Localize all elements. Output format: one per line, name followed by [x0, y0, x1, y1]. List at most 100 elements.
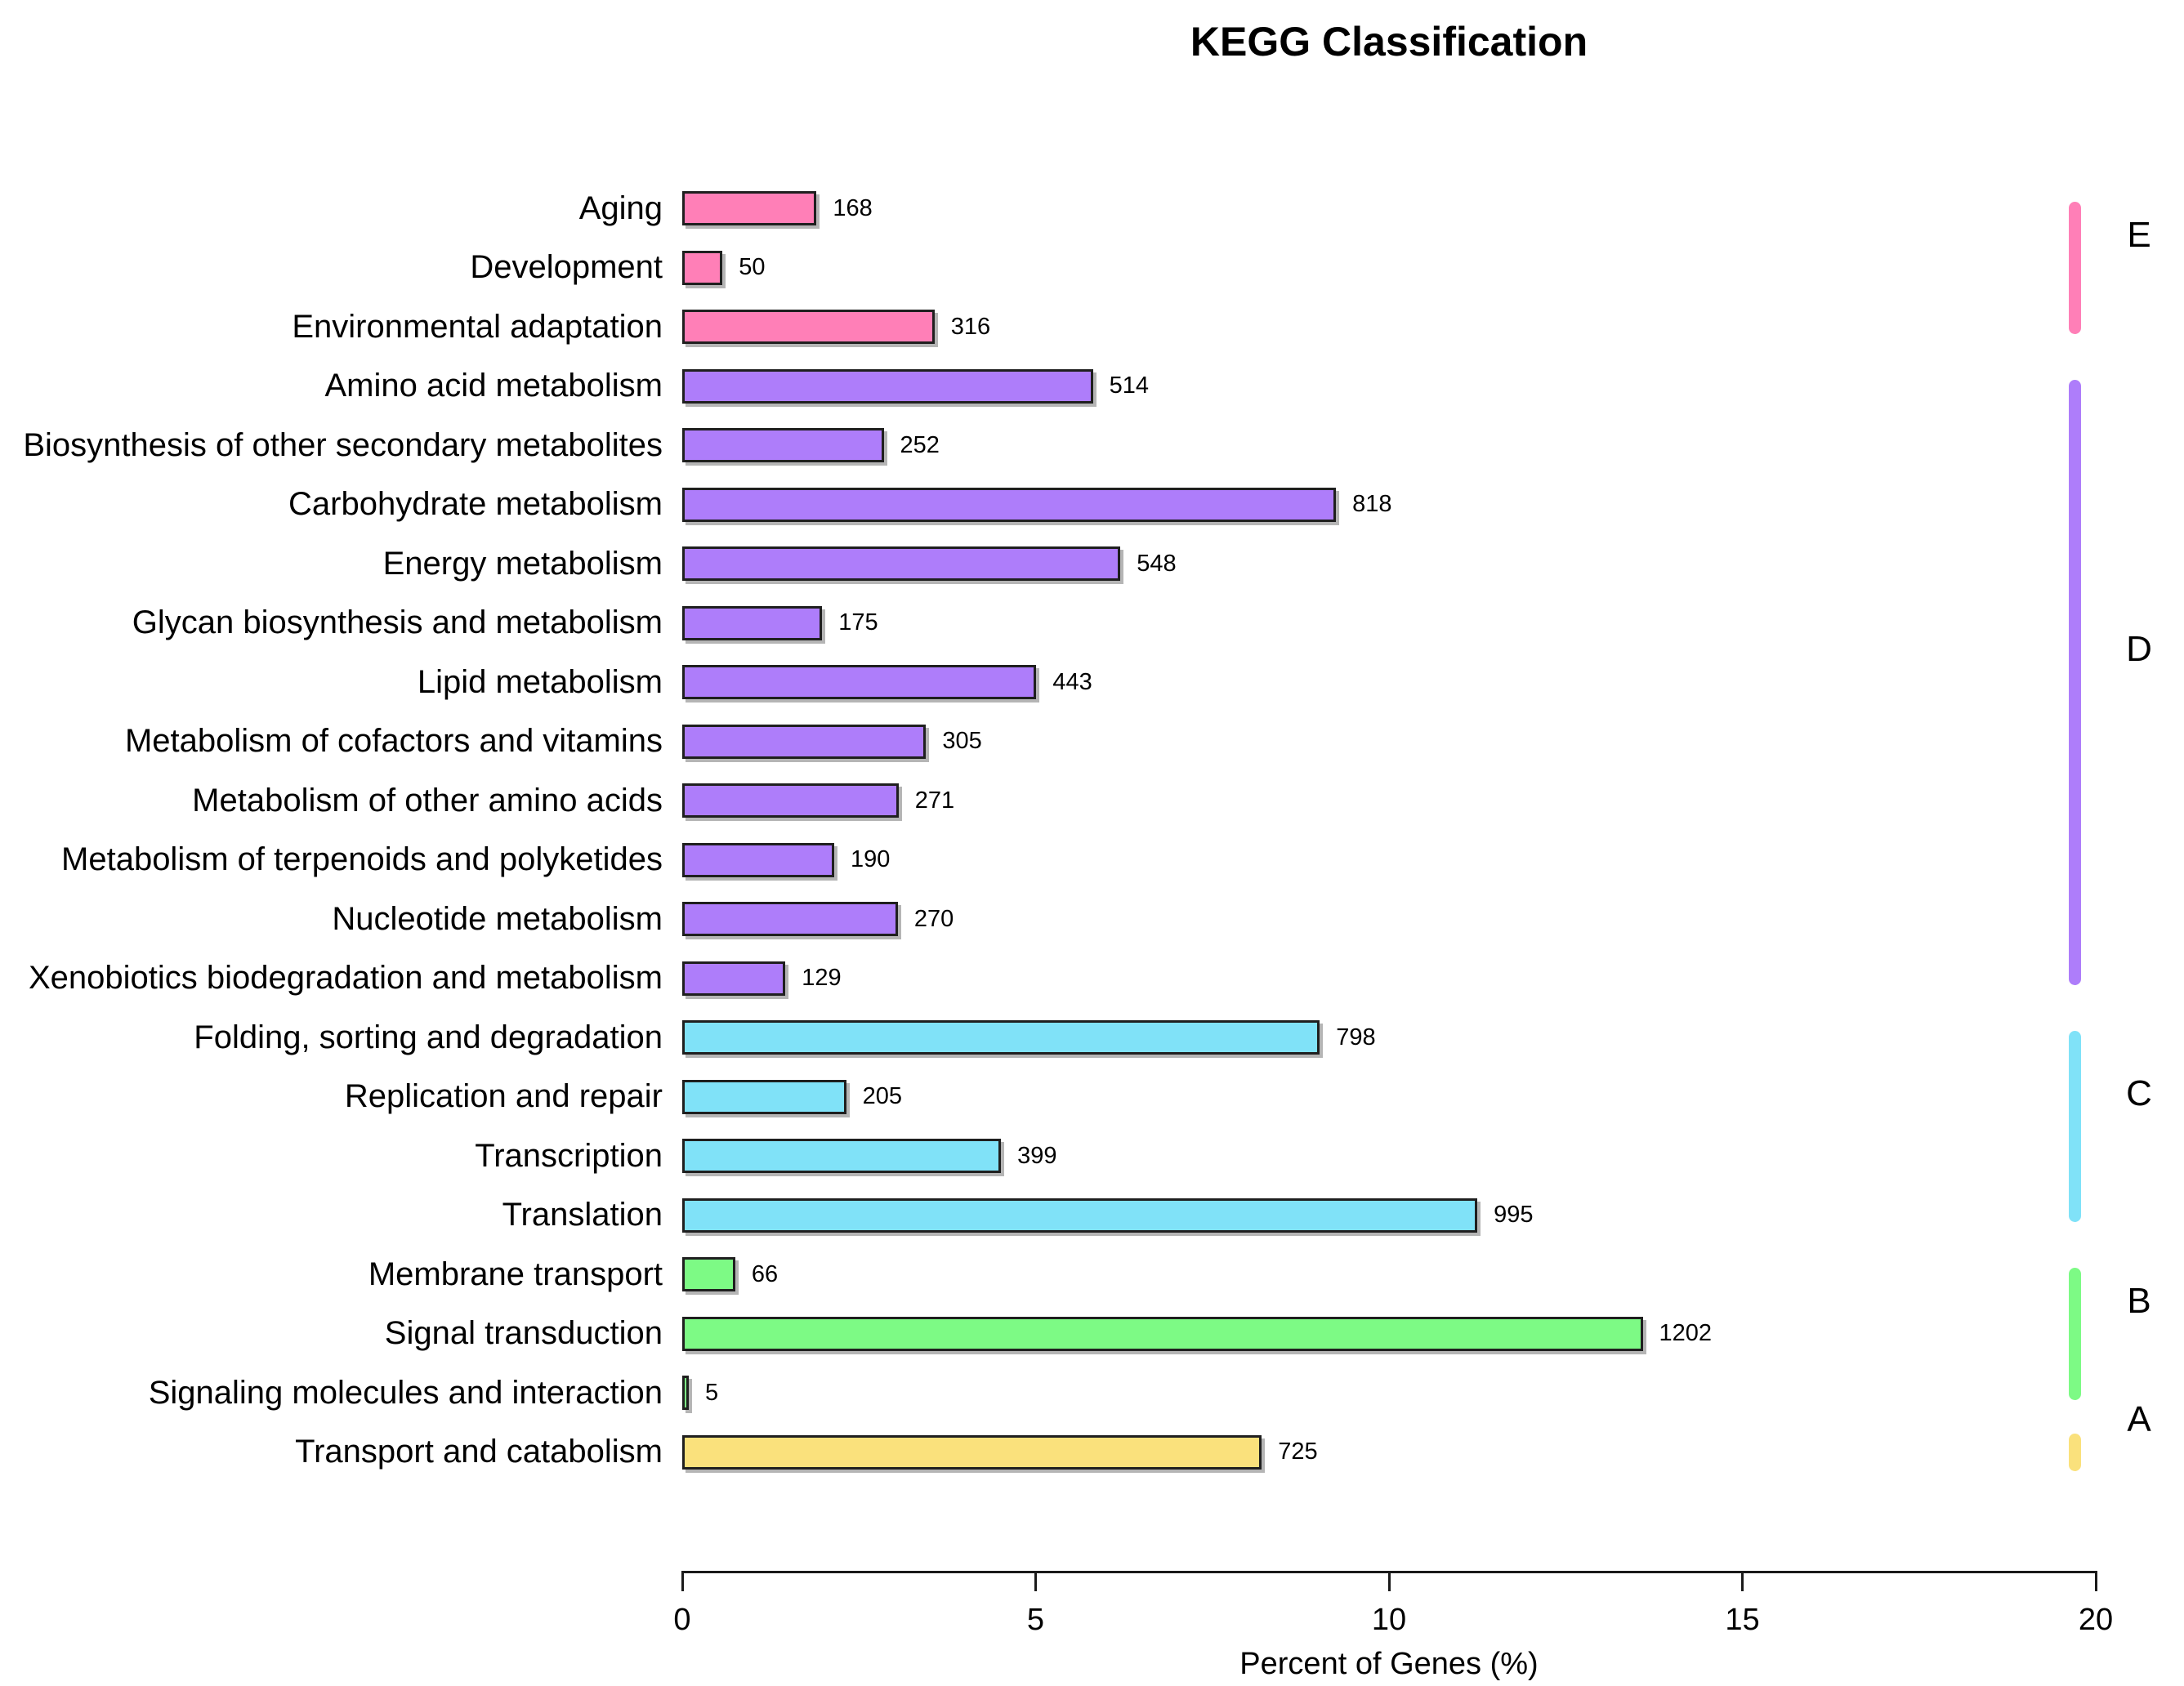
group-letter-b: B [2127, 1280, 2151, 1321]
category-label: Development [470, 249, 663, 286]
bar-area: 548 [682, 534, 2096, 594]
table-row: Translation 995 [0, 1186, 2184, 1246]
bar-area: 399 [682, 1126, 2096, 1186]
bar-value-label: 66 [751, 1260, 779, 1287]
bar [682, 368, 1093, 404]
category-label: Metabolism of cofactors and vitamins [124, 723, 663, 760]
bar [682, 1020, 1320, 1055]
category-label: Lipid metabolism [417, 663, 663, 700]
bar-area: 50 [682, 239, 2096, 298]
bar-value-label: 205 [862, 1083, 903, 1110]
group-letter-d: D [2126, 629, 2152, 670]
category-label: Metabolism of other amino acids [192, 782, 663, 818]
bar-value-label: 50 [739, 254, 766, 281]
category-label: Amino acid metabolism [324, 368, 663, 404]
group-segment-a [2069, 1433, 2081, 1471]
bar-value-label: 252 [900, 431, 940, 458]
bar-value-label: 514 [1109, 372, 1149, 399]
bar-value-label: 271 [914, 787, 955, 814]
bar-value-label: 129 [802, 965, 842, 992]
bar-area: 514 [682, 357, 2096, 417]
category-label: Energy metabolism [382, 545, 663, 582]
x-axis-tick-label: 15 [1725, 1603, 1760, 1637]
bar [682, 1434, 1262, 1470]
x-axis-tick-label: 20 [2078, 1603, 2114, 1637]
bar [682, 546, 1121, 582]
bar-area: 66 [682, 1245, 2096, 1305]
bar [682, 665, 1037, 700]
x-axis-tick [1387, 1571, 1391, 1591]
bar [682, 902, 898, 937]
bar-value-label: 548 [1137, 550, 1177, 577]
bar-value-label: 305 [942, 728, 982, 755]
bar-value-label: 443 [1052, 668, 1092, 695]
bar [682, 724, 927, 759]
bar [682, 1257, 735, 1292]
bar-value-label: 1202 [1659, 1320, 1713, 1347]
group-letter-e: E [2127, 214, 2151, 255]
category-label: Translation [502, 1197, 663, 1233]
table-row: Amino acid metabolism 514 [0, 357, 2184, 417]
table-row: Environmental adaptation 316 [0, 297, 2184, 357]
table-row: Aging 168 [0, 179, 2184, 239]
table-row: Lipid metabolism 443 [0, 653, 2184, 712]
category-label: Glycan biosynthesis and metabolism [132, 604, 663, 641]
table-row: Glycan biosynthesis and metabolism 175 [0, 594, 2184, 653]
category-label: Carbohydrate metabolism [288, 486, 663, 523]
bar-area: 205 [682, 1068, 2096, 1127]
category-label: Membrane transport [368, 1256, 663, 1292]
table-row: Biosynthesis of other secondary metaboli… [0, 416, 2184, 475]
table-row: Xenobiotics biodegradation and metabolis… [0, 949, 2184, 1009]
group-segment-b [2069, 1268, 2081, 1400]
x-axis-tick-label: 10 [1371, 1603, 1407, 1637]
category-label: Biosynthesis of other secondary metaboli… [23, 426, 663, 463]
table-row: Transport and catabolism 725 [0, 1423, 2184, 1483]
group-letter-a: A [2127, 1398, 2151, 1439]
bar-area: 5 [682, 1363, 2096, 1423]
category-label: Xenobiotics biodegradation and metabolis… [28, 960, 663, 997]
table-row: Signal transduction 1202 [0, 1305, 2184, 1364]
bar-area: 725 [682, 1423, 2096, 1483]
bar [682, 1198, 1478, 1233]
x-axis-tick [681, 1571, 684, 1591]
bar-area: 168 [682, 179, 2096, 239]
bar [682, 783, 899, 818]
table-row: Nucleotide metabolism 270 [0, 890, 2184, 949]
group-letter-c: C [2126, 1073, 2152, 1113]
bar-area: 1202 [682, 1305, 2096, 1364]
bar-area: 190 [682, 831, 2096, 890]
table-row: Folding, sorting and degradation 798 [0, 1008, 2184, 1068]
chart-title: KEGG Classification [1190, 19, 1588, 65]
bar-area: 818 [682, 475, 2096, 535]
bar [682, 487, 1337, 522]
bar [682, 191, 817, 226]
bar-area: 270 [682, 890, 2096, 949]
bar [682, 250, 723, 285]
x-axis-tick [1034, 1571, 1037, 1591]
category-label: Environmental adaptation [292, 308, 663, 345]
category-label: Folding, sorting and degradation [194, 1019, 663, 1055]
table-row: Signaling molecules and interaction 5 [0, 1363, 2184, 1423]
bar-area: 995 [682, 1186, 2096, 1246]
table-row: Metabolism of other amino acids 271 [0, 771, 2184, 831]
table-row: Carbohydrate metabolism 818 [0, 475, 2184, 535]
bar-area: 129 [682, 949, 2096, 1009]
x-axis-tick-label: 0 [673, 1603, 691, 1637]
bar [682, 1376, 689, 1411]
bar-value-label: 168 [833, 194, 873, 221]
table-row: Membrane transport 66 [0, 1245, 2184, 1305]
x-axis-tick [1741, 1571, 1744, 1591]
bar-area: 175 [682, 594, 2096, 653]
category-label: Transport and catabolism [295, 1434, 663, 1470]
bar-value-label: 316 [950, 313, 991, 340]
bar-area: 316 [682, 297, 2096, 357]
table-row: Metabolism of cofactors and vitamins 305 [0, 712, 2184, 772]
bar-value-label: 190 [850, 846, 891, 873]
bar-area: 305 [682, 712, 2096, 772]
x-axis-tick [2094, 1571, 2097, 1591]
bar-value-label: 399 [1017, 1142, 1057, 1169]
group-segment-e [2069, 202, 2081, 334]
bar-value-label: 725 [1278, 1438, 1318, 1465]
category-label: Aging [578, 190, 663, 226]
table-row: Transcription 399 [0, 1126, 2184, 1186]
